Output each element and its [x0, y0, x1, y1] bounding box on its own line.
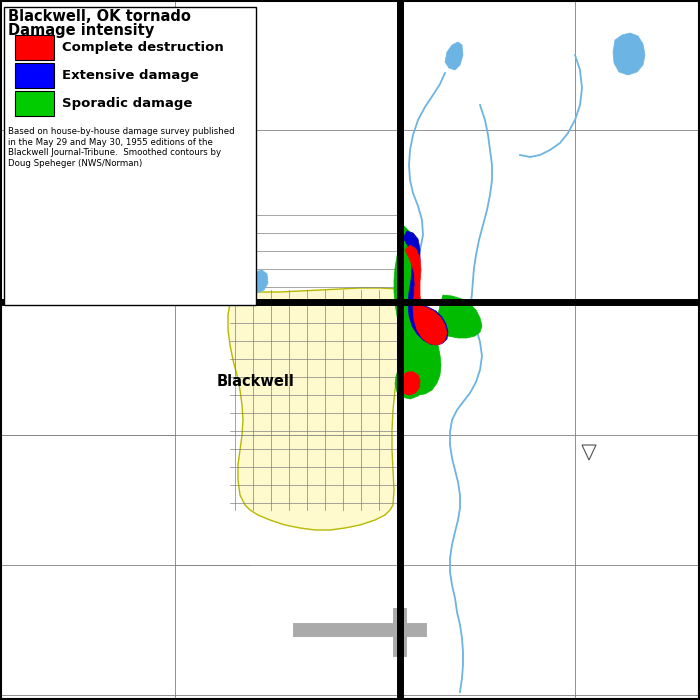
- Text: Blackwell: Blackwell: [216, 374, 295, 389]
- FancyBboxPatch shape: [4, 7, 256, 304]
- Text: Based on house-by-house damage survey published
in the May 29 and May 30, 1955 e: Based on house-by-house damage survey pu…: [8, 127, 235, 167]
- Polygon shape: [403, 231, 448, 345]
- FancyBboxPatch shape: [15, 91, 54, 116]
- Polygon shape: [405, 245, 447, 345]
- Polygon shape: [445, 42, 463, 70]
- Polygon shape: [395, 365, 427, 399]
- FancyBboxPatch shape: [15, 35, 54, 60]
- FancyBboxPatch shape: [15, 63, 54, 88]
- Polygon shape: [582, 445, 596, 460]
- Polygon shape: [613, 33, 645, 75]
- Text: Extensive damage: Extensive damage: [62, 69, 198, 82]
- Text: Complete destruction: Complete destruction: [62, 41, 223, 54]
- Text: Damage intensity: Damage intensity: [8, 23, 155, 38]
- Text: Sporadic damage: Sporadic damage: [62, 97, 192, 110]
- Polygon shape: [30, 288, 400, 530]
- Text: Blackwell, OK tornado: Blackwell, OK tornado: [8, 9, 191, 24]
- Polygon shape: [247, 270, 268, 293]
- Polygon shape: [30, 194, 195, 302]
- Polygon shape: [400, 372, 420, 395]
- Polygon shape: [394, 225, 482, 395]
- Polygon shape: [400, 372, 420, 395]
